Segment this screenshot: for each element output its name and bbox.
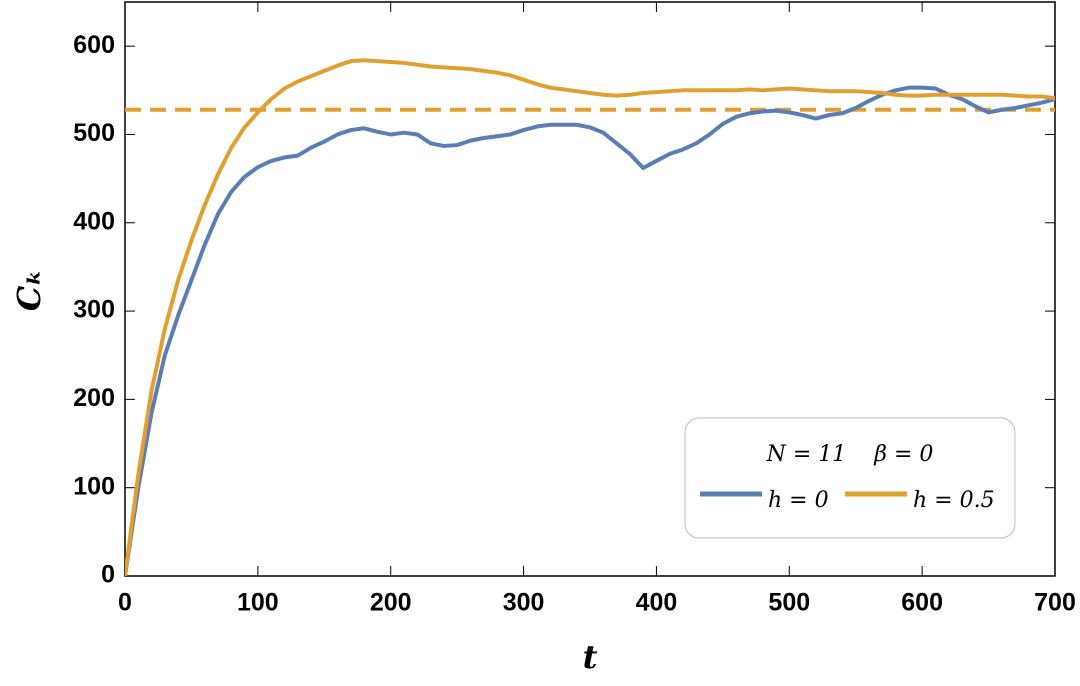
x-tick-label: 600: [901, 589, 943, 617]
legend-label: h = 0.5: [913, 488, 995, 513]
legend-title: N = 11 β = 0: [766, 442, 934, 467]
legend-label: h = 0: [768, 488, 829, 513]
legend-box: [684, 417, 1016, 539]
series-line: [125, 58, 1055, 576]
y-tick-label: 500: [73, 119, 115, 147]
x-tick-label: 700: [1034, 589, 1076, 617]
x-axis-label: t: [583, 638, 598, 676]
y-tick-label: 200: [73, 384, 115, 412]
y-tick-label: 100: [73, 472, 115, 500]
x-tick-label: 400: [636, 589, 678, 617]
plot-frame: [124, 1, 1056, 577]
y-tick-label: 0: [101, 561, 115, 589]
x-tick-label: 500: [768, 589, 810, 617]
series-line: [125, 85, 1055, 576]
y-tick-label: 600: [73, 31, 115, 59]
y-tick-label: 300: [73, 296, 115, 324]
y-axis-label: Cₖ: [10, 269, 48, 311]
x-tick-label: 300: [503, 589, 545, 617]
y-tick-label: 400: [73, 207, 115, 235]
x-tick-label: 0: [118, 589, 132, 617]
x-tick-label: 100: [237, 589, 279, 617]
x-tick-label: 200: [370, 589, 412, 617]
